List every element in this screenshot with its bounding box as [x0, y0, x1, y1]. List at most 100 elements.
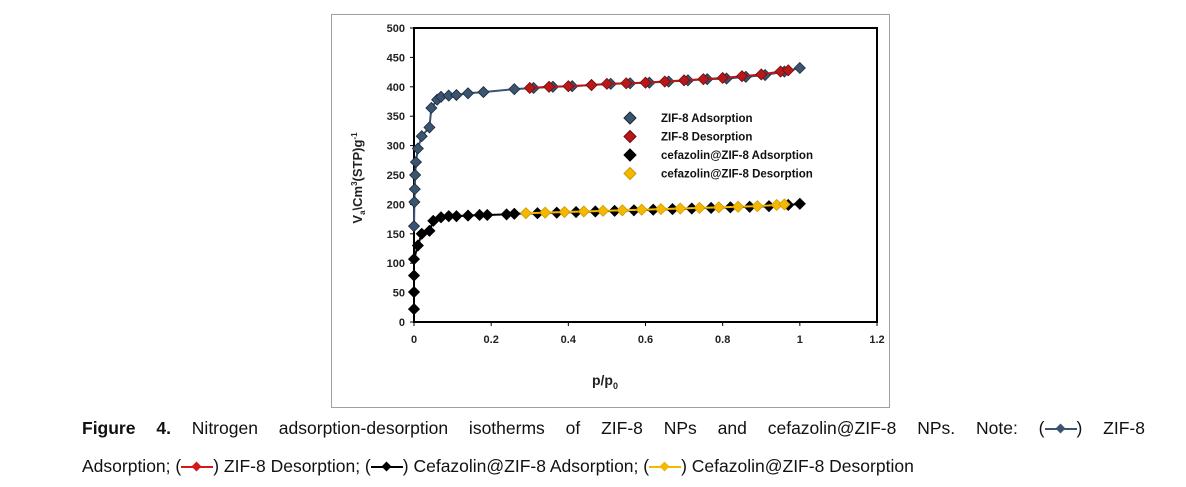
data-point	[596, 204, 610, 217]
data-point	[712, 201, 725, 214]
data-point	[678, 74, 691, 87]
data-point	[407, 302, 421, 316]
y-tick-label: 100	[387, 258, 405, 270]
y-tick-label: 350	[387, 111, 405, 123]
data-point	[558, 205, 571, 219]
data-point	[639, 76, 652, 89]
data-point	[508, 83, 521, 96]
zif8-adsorption-marker-icon	[1044, 423, 1077, 435]
figure-caption-line-2: Adsorption; ( ) ZIF-8 Desorption; ( ) Cefa…	[82, 456, 1145, 477]
data-point	[562, 80, 575, 93]
y-tick-label: 200	[387, 199, 405, 211]
series-3	[519, 198, 791, 220]
y-tick-label: 500	[387, 23, 405, 35]
series-2	[407, 197, 806, 316]
data-point	[542, 80, 556, 93]
series-1	[523, 64, 795, 95]
data-point	[409, 155, 422, 169]
x-tick-label: 0.4	[561, 334, 577, 346]
caption-text: ) Cefazolin@ZIF-8 Desorption	[681, 456, 914, 476]
data-point	[461, 87, 475, 100]
series-line	[413, 202, 800, 310]
data-point	[654, 203, 667, 216]
data-point	[658, 75, 671, 88]
data-point	[751, 200, 764, 213]
data-point	[407, 269, 421, 282]
data-point	[411, 142, 424, 155]
data-point	[450, 88, 463, 102]
data-point	[450, 210, 463, 223]
data-point	[585, 78, 598, 92]
data-point	[735, 70, 749, 83]
cefazolin-desorption-marker-icon	[649, 461, 682, 473]
legend-label: ZIF-8 Adsorption	[661, 113, 753, 125]
x-tick-label: 0.6	[638, 334, 653, 346]
data-point	[408, 195, 421, 209]
x-tick-label: 0	[411, 334, 417, 346]
data-point	[693, 201, 706, 214]
x-tick-label: 1	[797, 334, 803, 346]
data-point	[716, 71, 729, 85]
data-point	[408, 183, 421, 196]
zif8-desorption-marker-icon	[181, 461, 214, 473]
data-point	[519, 207, 532, 220]
y-tick-label: 400	[387, 82, 405, 94]
data-point	[616, 204, 629, 217]
legend-marker-icon	[623, 166, 637, 181]
figure-label: Figure 4.	[82, 418, 171, 438]
caption-text: Nitrogen adsorption-desorption isotherms…	[191, 418, 1045, 438]
isotherm-chart: 0 50 100 150 200 250 300 350 400 450 500 0 0.2 0.4 0.6…	[350, 23, 885, 391]
data-point	[620, 77, 633, 90]
caption-text: ) Cefazolin@ZIF-8 Adsorption; (	[402, 456, 650, 476]
legend-label: ZIF-8 Desorption	[661, 132, 752, 144]
y-tick-label: 450	[387, 52, 405, 64]
data-point	[409, 168, 422, 182]
x-tick-label: 0.8	[715, 334, 730, 346]
data-point	[407, 285, 421, 299]
data-point	[635, 203, 648, 216]
data-point	[407, 253, 421, 266]
y-tick-label: 250	[387, 170, 405, 182]
data-point	[539, 206, 552, 219]
y-tick-label: 50	[393, 288, 405, 300]
legend-label: cefazolin@ZIF-8 Desorption	[661, 169, 813, 181]
legend-label: cefazolin@ZIF-8 Adsorption	[661, 150, 813, 162]
data-point	[732, 200, 745, 213]
data-point	[423, 121, 436, 134]
y-tick-label: 0	[399, 317, 405, 329]
data-point	[778, 198, 791, 211]
cefazolin-adsorption-marker-icon	[370, 461, 403, 473]
data-point	[461, 209, 475, 222]
y-tick-label: 300	[387, 141, 405, 153]
caption-text: Adsorption; (	[82, 456, 182, 476]
caption-text: ) ZIF-8	[1076, 418, 1146, 438]
data-point	[477, 86, 490, 99]
data-point	[423, 224, 436, 237]
data-point	[577, 205, 590, 218]
data-point	[755, 68, 768, 81]
data-point	[697, 73, 710, 86]
legend-marker-icon	[623, 148, 637, 162]
data-point	[411, 239, 424, 252]
y-axis-label: Va\Cm3(STP)g-1	[350, 132, 367, 224]
data-point	[425, 101, 438, 115]
figure-caption-line-1: Figure 4. Nitrogen adsorption-desorption…	[82, 418, 1145, 439]
data-point	[508, 207, 521, 220]
data-point	[674, 202, 687, 215]
data-point	[793, 61, 806, 75]
data-point	[793, 197, 806, 210]
data-point	[415, 130, 428, 143]
data-point	[782, 64, 795, 77]
caption-text: ) ZIF-8 Desorption; (	[213, 456, 371, 476]
x-tick-label: 1.2	[869, 334, 884, 346]
chart-frame	[331, 14, 890, 408]
data-point	[407, 220, 421, 233]
data-point	[523, 81, 536, 95]
x-tick-label: 0.2	[484, 334, 499, 346]
x-axis-label: p/p0	[592, 372, 618, 391]
data-point	[481, 208, 494, 222]
legend-marker-icon	[623, 111, 637, 125]
legend-marker-icon	[623, 129, 637, 144]
y-tick-label: 150	[387, 229, 405, 241]
data-point	[600, 77, 613, 90]
